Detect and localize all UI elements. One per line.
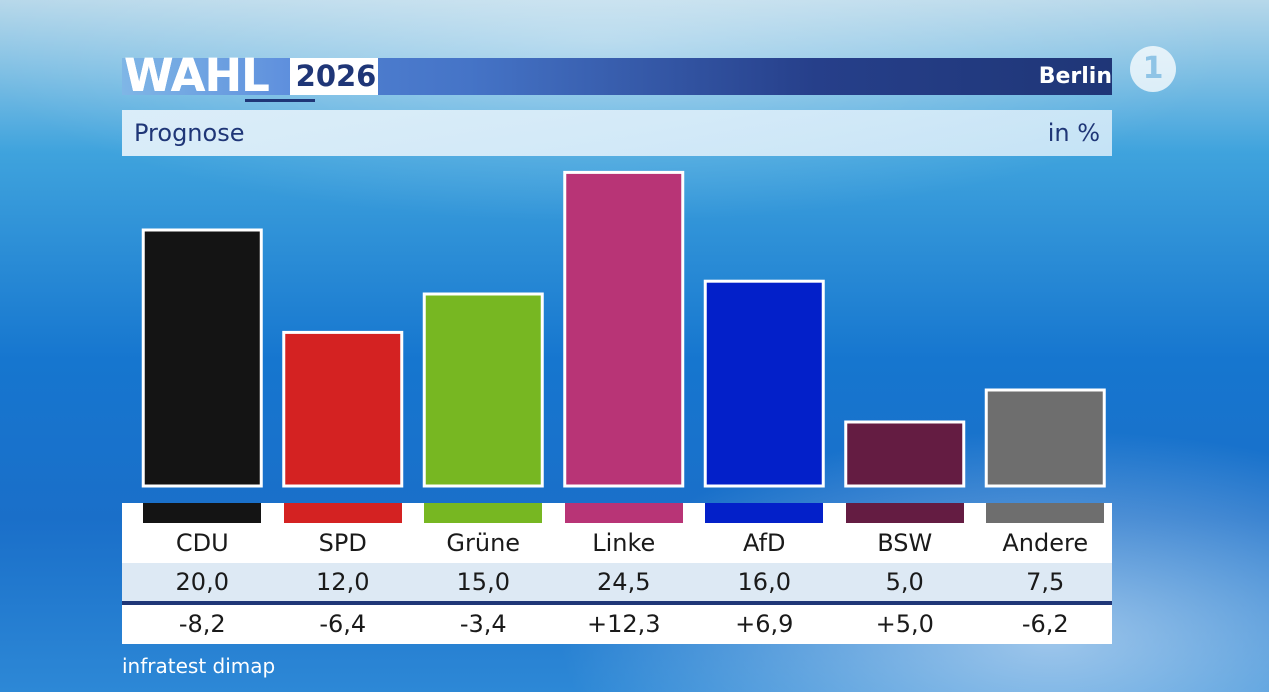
logo-year-box: [290, 58, 378, 95]
diff-label-grune: -3,4: [459, 610, 507, 638]
difference-row: -8,2 -6,4 -3,4 +12,3 +6,9 +5,0 -6,2: [122, 605, 1112, 644]
logo-year: 2026: [295, 59, 377, 93]
source-label: infratest dimap: [122, 654, 276, 678]
swatch-afd: [705, 503, 824, 523]
bar-spd: [282, 330, 404, 488]
results-table: CDU SPD Grüne Linke AfD BSW Andere 20,0 12,0 15,…: [122, 503, 1112, 644]
diff-label-andere: -6,2: [1021, 610, 1069, 638]
diff-label-spd: -6,4: [319, 610, 367, 638]
party-label-linke: Linke: [592, 529, 656, 557]
swatch-bsw: [845, 503, 964, 523]
value-label-grune: 15,0: [456, 568, 510, 596]
swatch-linke: [564, 503, 683, 523]
swatch-andere: [986, 503, 1105, 523]
party-label-grune: Grüne: [446, 529, 521, 557]
logo-background: [122, 58, 290, 95]
value-label-spd: 12,0: [316, 568, 370, 596]
diff-label-linke: +12,3: [586, 610, 661, 638]
broadcaster-logo-icon: 1: [1130, 46, 1176, 92]
value-label-bsw: 5,0: [885, 568, 924, 596]
bar-andere: [984, 388, 1106, 488]
value-label-linke: 24,5: [597, 568, 651, 596]
bar-afd: [703, 279, 825, 488]
value-label-afd: 16,0: [737, 568, 791, 596]
bar-bsw: [844, 420, 966, 488]
logo-wahl: WAHL: [124, 49, 270, 102]
bar-cdu: [141, 228, 263, 488]
party-name-row: CDU SPD Grüne Linke AfD BSW Andere: [122, 523, 1112, 563]
logo-underline: [245, 99, 315, 102]
chart-title: Prognose: [134, 119, 245, 147]
party-label-cdu: CDU: [175, 529, 229, 557]
party-label-bsw: BSW: [877, 529, 933, 557]
value-label-cdu: 20,0: [175, 568, 229, 596]
value-label-andere: 7,5: [1026, 568, 1065, 596]
swatch-spd: [283, 503, 402, 523]
party-label-spd: SPD: [318, 529, 367, 557]
chart-unit: in %: [1047, 119, 1100, 147]
bar-linke: [563, 170, 685, 488]
region-label: Berlin: [1038, 64, 1112, 89]
swatch-cdu: [143, 503, 262, 523]
party-color-row: [122, 503, 1112, 523]
bar-grune: [422, 292, 544, 488]
diff-label-cdu: -8,2: [178, 610, 226, 638]
row-separator: [122, 601, 1112, 605]
value-row: 20,0 12,0 15,0 24,5 16,0 5,0 7,5: [122, 563, 1112, 601]
swatch-grune: [424, 503, 543, 523]
bar-chart: [141, 170, 1106, 488]
diff-label-afd: +6,9: [735, 610, 794, 638]
party-label-afd: AfD: [743, 529, 786, 557]
party-label-andere: Andere: [1002, 529, 1089, 557]
subheader: Prognose in %: [122, 110, 1112, 156]
diff-label-bsw: +5,0: [875, 610, 934, 638]
